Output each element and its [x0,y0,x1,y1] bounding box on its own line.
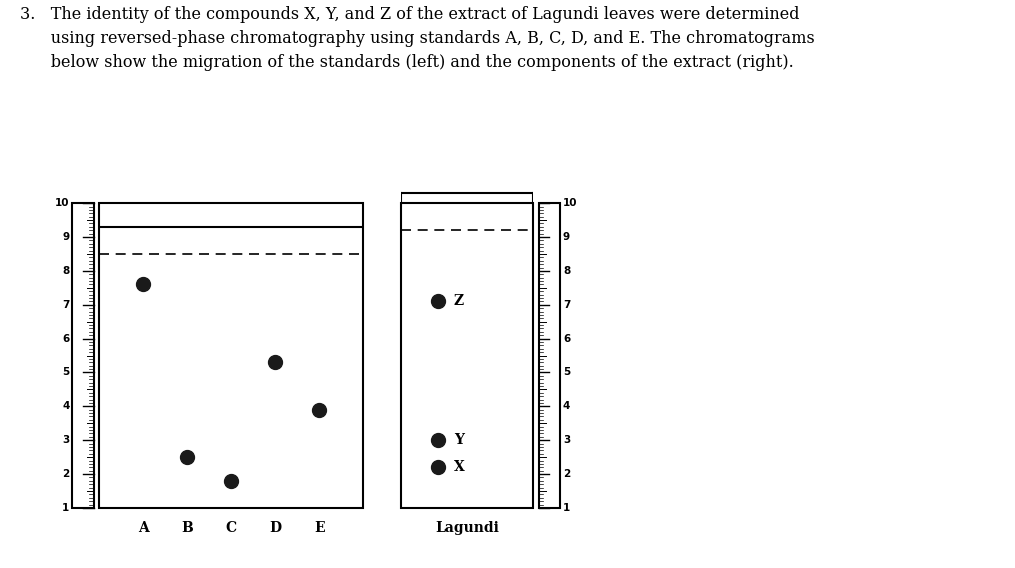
Text: A: A [138,521,149,536]
Point [223,477,240,486]
Text: 8: 8 [62,266,69,276]
Text: 4: 4 [563,402,570,411]
Text: 4: 4 [62,402,69,411]
Text: 7: 7 [62,300,69,310]
Text: 1: 1 [563,503,570,513]
Text: Lagundi: Lagundi [435,521,498,535]
Text: Z: Z [454,294,464,308]
Text: X: X [454,460,465,474]
Text: 3.   The identity of the compounds X, Y, and Z of the extract of Lagundi leaves : 3. The identity of the compounds X, Y, a… [20,6,815,71]
Point [180,453,196,462]
Text: 10: 10 [563,198,578,208]
Text: 8: 8 [563,266,570,276]
Text: 9: 9 [62,232,69,242]
Text: C: C [226,521,236,536]
Text: 6: 6 [62,333,69,344]
Point [267,358,283,367]
Text: 2: 2 [563,469,570,479]
Text: 5: 5 [62,367,69,378]
Text: 9: 9 [563,232,570,242]
Text: Y: Y [454,433,464,447]
Point [429,463,446,472]
Point [312,405,328,414]
Text: 1: 1 [62,503,69,513]
Text: 2: 2 [62,469,69,479]
Point [135,280,151,289]
Text: B: B [182,521,193,536]
Point [429,297,446,306]
Point [429,436,446,445]
Text: 10: 10 [55,198,69,208]
Text: 5: 5 [563,367,570,378]
Text: 3: 3 [563,435,570,445]
Text: 6: 6 [563,333,570,344]
Text: E: E [314,521,325,536]
Text: 3: 3 [62,435,69,445]
Text: 7: 7 [563,300,570,310]
Text: D: D [269,521,281,536]
